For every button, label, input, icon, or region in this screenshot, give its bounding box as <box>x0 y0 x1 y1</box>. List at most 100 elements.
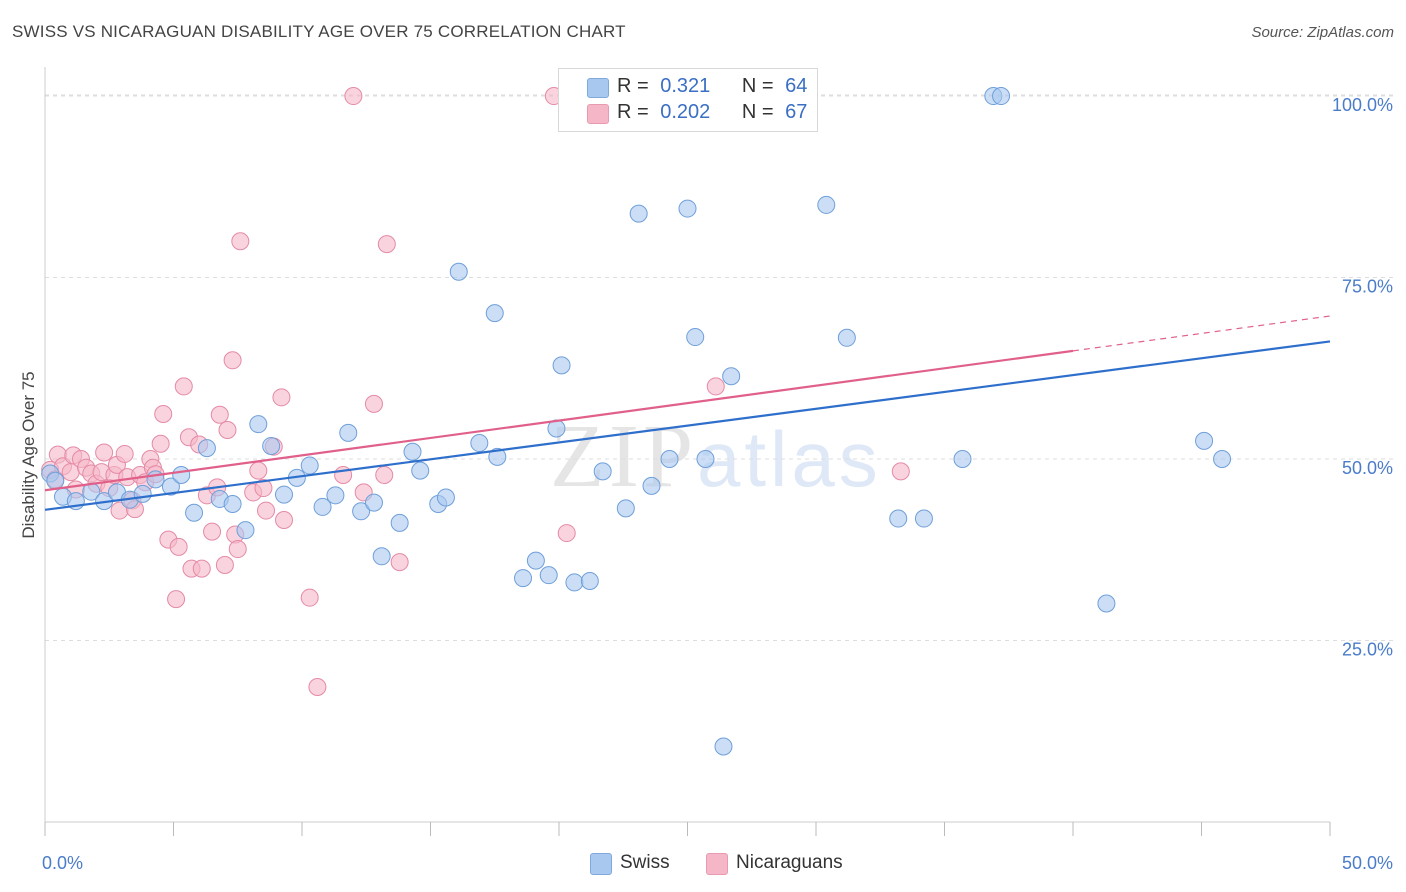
chart-title: SWISS VS NICARAGUAN DISABILITY AGE OVER … <box>12 22 626 41</box>
nicaraguan-point-45 <box>231 232 250 251</box>
swiss-point-52 <box>714 737 733 756</box>
nicaraguan-point-54 <box>308 677 327 696</box>
swiss-point-23 <box>326 486 345 505</box>
swiss-point-19 <box>275 485 294 504</box>
nicaraguan-point-30 <box>169 537 188 556</box>
y-tick-label-100: 100.0% <box>1332 95 1393 115</box>
swiss-point-42 <box>565 573 584 592</box>
bottom-legend-label-swiss: Swiss <box>620 852 670 873</box>
nicaraguan-point-59 <box>375 465 394 484</box>
swiss-point-38 <box>526 551 545 570</box>
swiss-point-25 <box>352 502 371 521</box>
swiss-point-16 <box>236 521 255 540</box>
swiss-point-33 <box>449 262 468 281</box>
nicaraguan-point-65 <box>706 377 725 396</box>
swiss-point-49 <box>678 199 697 218</box>
nicaraguan-point-40 <box>215 556 234 575</box>
nicaraguan-point-29 <box>167 590 186 609</box>
swiss-point-58 <box>953 450 972 469</box>
nicaraguan-point-42 <box>223 351 242 370</box>
swiss-point-24 <box>339 423 358 442</box>
swiss-point-54 <box>817 195 836 214</box>
swiss-point-39 <box>539 566 558 585</box>
nicaraguan-point-39 <box>210 405 229 424</box>
bottom-legend-swatch-nicaraguans <box>706 853 728 875</box>
swiss-point-60 <box>992 87 1011 106</box>
legend-r-swiss: 0.321 <box>660 75 711 97</box>
legend-n-nicaraguans: 67 <box>785 101 808 123</box>
source-label: Source: ZipAtlas.com <box>1251 24 1394 41</box>
trendline-swiss <box>44 340 1331 511</box>
x-tick-label-min: 0.0% <box>42 853 83 873</box>
swiss-point-47 <box>642 476 661 495</box>
swiss-point-44 <box>593 462 612 481</box>
swiss-point-51 <box>696 450 715 469</box>
swiss-point-1 <box>46 471 65 490</box>
swiss-point-62 <box>1195 431 1214 450</box>
stats-legend: R = 0.321 N = 64 R = 0.202 N = 67 <box>558 68 818 132</box>
swiss-point-17 <box>249 415 268 434</box>
swiss-point-8 <box>133 484 152 503</box>
swiss-point-45 <box>616 499 635 518</box>
swiss-point-27 <box>372 547 391 566</box>
swiss-point-50 <box>686 328 705 347</box>
swiss-point-29 <box>403 442 422 461</box>
swiss-point-34 <box>470 434 489 453</box>
swiss-point-11 <box>172 465 191 484</box>
swiss-point-28 <box>390 513 409 532</box>
nicaraguan-point-52 <box>275 511 294 529</box>
nicaraguan-point-47 <box>249 461 268 480</box>
swiss-point-55 <box>837 328 856 347</box>
nicaraguan-point-66 <box>891 462 910 481</box>
swiss-point-61 <box>1097 594 1116 613</box>
swiss-point-21 <box>300 456 319 475</box>
swiss-point-46 <box>629 204 648 223</box>
swiss-point-10 <box>161 477 180 496</box>
swiss-point-13 <box>197 439 216 458</box>
legend-n-swiss: 64 <box>785 75 808 97</box>
swiss-point-32 <box>436 488 455 507</box>
nicaraguan-point-56 <box>344 87 363 106</box>
swiss-point-35 <box>485 304 504 323</box>
nicaraguan-point-27 <box>154 405 173 424</box>
nicaraguan-point-12 <box>95 443 114 462</box>
trendline-nicaraguans <box>44 349 1074 492</box>
nicaraguan-point-60 <box>377 235 396 254</box>
nicaraguan-point-41 <box>218 420 237 439</box>
nicaraguan-point-51 <box>272 388 291 407</box>
nicaraguan-point-63 <box>557 524 576 543</box>
bottom-legend-swatch-swiss <box>590 853 612 875</box>
nicaraguan-point-44 <box>228 540 247 559</box>
swiss-point-30 <box>411 461 430 480</box>
swiss-point-12 <box>185 503 204 522</box>
swiss-point-56 <box>889 509 908 528</box>
y-tick-label-25: 25.0% <box>1342 640 1393 660</box>
nicaraguan-point-17 <box>115 444 134 463</box>
swiss-point-26 <box>364 493 383 512</box>
swiss-point-22 <box>313 497 332 516</box>
nicaraguan-point-37 <box>203 522 222 541</box>
swiss-point-63 <box>1213 450 1232 469</box>
swiss-point-43 <box>580 571 599 590</box>
swiss-point-53 <box>722 367 741 386</box>
swiss-point-48 <box>660 450 679 469</box>
nicaraguan-point-35 <box>192 559 211 578</box>
nicaraguan-point-31 <box>174 377 193 396</box>
legend-swatch-swiss <box>587 78 609 98</box>
swiss-point-37 <box>514 569 533 588</box>
swiss-point-57 <box>914 509 933 528</box>
swiss-point-18 <box>262 436 281 455</box>
x-tick-label-max: 50.0% <box>1342 853 1393 873</box>
swiss-point-36 <box>488 447 507 466</box>
bottom-legend-label-nicaraguans: Nicaraguans <box>736 852 843 873</box>
legend-text-swiss: R = 0.321 N = 64 <box>617 75 808 97</box>
y-tick-label-75: 75.0% <box>1342 277 1393 297</box>
y-axis-title: Disability Age Over 75 <box>19 371 38 538</box>
y-tick-label-50: 50.0% <box>1342 458 1393 478</box>
nicaraguan-point-58 <box>364 394 383 413</box>
swiss-point-41 <box>552 356 571 375</box>
nicaraguan-point-53 <box>300 588 319 607</box>
swiss-point-15 <box>223 495 242 514</box>
legend-r-nicaraguans: 0.202 <box>660 101 711 123</box>
